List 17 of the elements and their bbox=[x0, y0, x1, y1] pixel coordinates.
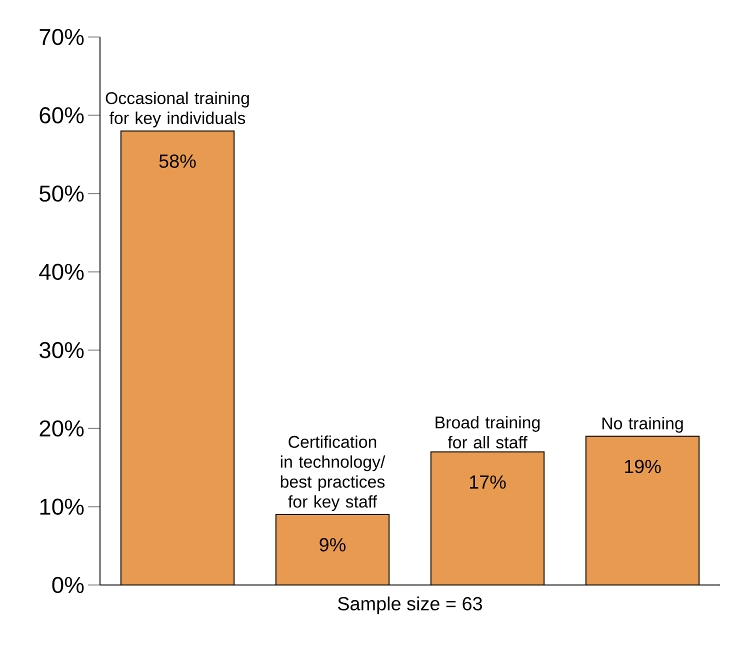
data-label: 9% bbox=[320, 538, 346, 552]
x-tick-label: No training bbox=[602, 416, 683, 433]
y-tick-label: 40% bbox=[39, 264, 84, 280]
y-tick-label: 60% bbox=[40, 107, 84, 124]
y-tick-label: 0% bbox=[52, 576, 84, 594]
x-tick-label: Occasional training for key individuals bbox=[106, 92, 249, 128]
y-tick-label: 10% bbox=[40, 498, 84, 515]
x-tick-label: Broad training for all staff bbox=[436, 416, 540, 448]
y-tick-label: 20% bbox=[40, 420, 84, 437]
x-tick-label: Certification in technology/ best practices for key staff bbox=[280, 435, 386, 512]
y-tick-label: 70% bbox=[40, 28, 84, 46]
y-tick-label: 50% bbox=[40, 185, 84, 202]
data-label: 17% bbox=[470, 475, 506, 489]
data-label: 19% bbox=[625, 460, 661, 474]
x-axis-title: Sample size = 63 bbox=[338, 596, 482, 614]
data-label: 58% bbox=[159, 154, 196, 168]
y-tick-label: 30% bbox=[39, 342, 84, 358]
